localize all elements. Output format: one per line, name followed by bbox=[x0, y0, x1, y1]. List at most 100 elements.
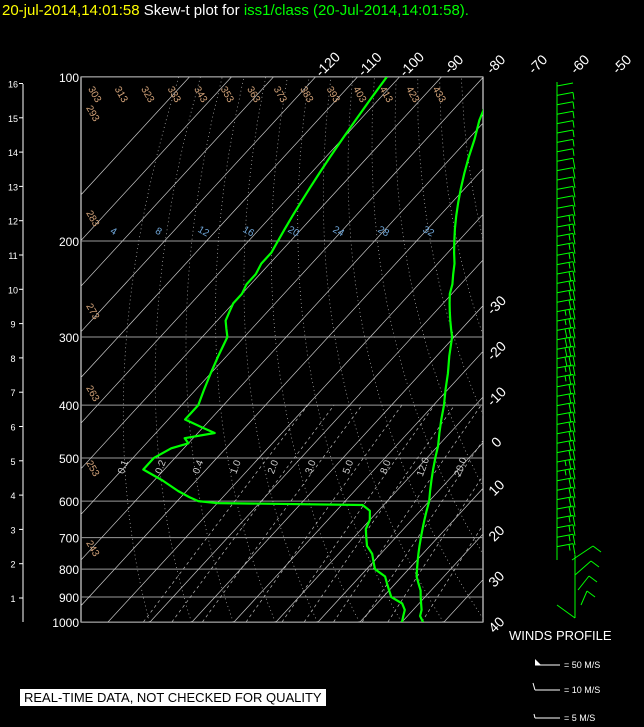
wind-barb-low-feather bbox=[586, 590, 596, 598]
mixing-ratio-top-label: 28 bbox=[376, 224, 392, 239]
wind-barb-full bbox=[572, 280, 576, 292]
wind-barb-full bbox=[568, 440, 572, 452]
wind-barb-full bbox=[568, 412, 572, 424]
wind-legend-half bbox=[533, 713, 536, 719]
dry-adiabat-label: 343 bbox=[191, 85, 209, 105]
isotherm-top-label: -100 bbox=[396, 48, 427, 79]
wind-barb-full bbox=[572, 158, 576, 170]
wind-barb-half bbox=[564, 310, 567, 316]
wind-barb-full bbox=[572, 308, 576, 320]
wind-barb-full bbox=[568, 422, 572, 433]
wind-barb bbox=[556, 420, 576, 433]
wind-barb-full bbox=[568, 271, 572, 283]
isotherm-right-label: 0 bbox=[488, 433, 505, 450]
wind-barb bbox=[556, 449, 576, 461]
isotherm-top-label: -120 bbox=[312, 48, 343, 79]
isotherm-top-label: -60 bbox=[567, 51, 593, 77]
wind-barb-staff bbox=[556, 430, 574, 435]
wind-barb-full bbox=[568, 290, 572, 301]
dry-adiabat-label: 263 bbox=[83, 384, 101, 404]
wind-barb-staff bbox=[556, 157, 574, 162]
wind-barb bbox=[556, 355, 576, 367]
dry-adiabat-label: 303 bbox=[85, 85, 103, 105]
axis-labels: 1002003004005006007008009001000123456789… bbox=[8, 48, 635, 635]
wind-barb-full bbox=[564, 338, 568, 348]
dry-adiabat-label: 373 bbox=[271, 85, 289, 105]
wind-barb bbox=[556, 533, 576, 546]
wind-barb-full bbox=[572, 468, 576, 480]
isotherm-right-label: -20 bbox=[483, 338, 509, 364]
wind-barb-full bbox=[568, 337, 572, 348]
pressure-tick-label: 400 bbox=[59, 399, 79, 413]
wind-barb-half bbox=[568, 534, 571, 542]
wind-barb-low-feather bbox=[592, 545, 602, 553]
wind-barb bbox=[556, 364, 576, 377]
isotherm-line bbox=[81, 122, 483, 561]
wind-barb-full bbox=[572, 458, 576, 471]
mixing-ratio-top-label: 4 bbox=[108, 226, 119, 239]
wind-barb-full bbox=[568, 365, 572, 377]
wind-barb-full bbox=[572, 205, 576, 217]
isotherm-right-label: 20 bbox=[485, 522, 507, 544]
winds-profile-title: WINDS PROFILE bbox=[509, 628, 612, 643]
wind-barb-half bbox=[564, 469, 567, 476]
wind-barb bbox=[556, 373, 576, 386]
wind-barb-staff bbox=[556, 298, 574, 303]
wind-barb bbox=[556, 326, 576, 339]
wind-barb-full bbox=[572, 355, 576, 367]
wind-barb-full bbox=[572, 270, 576, 283]
wind-barb bbox=[556, 514, 576, 527]
wind-barb-full bbox=[572, 336, 576, 348]
wind-barb-staff bbox=[556, 251, 574, 256]
wind-barb-full bbox=[564, 347, 568, 358]
isotherm-line bbox=[191, 305, 483, 622]
wind-barb bbox=[556, 496, 576, 508]
mixing-ratio-top-label: 20 bbox=[286, 224, 302, 239]
wind-barb-full bbox=[572, 299, 576, 311]
isotherm-line bbox=[275, 396, 483, 622]
wind-barb bbox=[556, 430, 576, 442]
wind-barb-half bbox=[572, 111, 575, 119]
wind-barb bbox=[556, 345, 576, 358]
isotherm-top-label: -50 bbox=[609, 51, 635, 77]
wind-barb bbox=[556, 402, 576, 414]
isotherm-line bbox=[81, 77, 274, 287]
wind-barb-half bbox=[572, 139, 575, 147]
wind-barb-low bbox=[574, 560, 592, 576]
mixing-ratio-line bbox=[143, 404, 309, 622]
wind-barb-staff bbox=[556, 496, 574, 501]
dry-adiabat-label: 293 bbox=[83, 104, 101, 124]
dry-adiabat bbox=[439, 77, 483, 337]
isotherm-top-label: -80 bbox=[483, 51, 509, 77]
pressure-tick-label: 100 bbox=[59, 71, 79, 85]
height-tick-label: 11 bbox=[8, 251, 17, 261]
isotherm-top-label: -90 bbox=[441, 51, 467, 77]
wind-barb bbox=[556, 543, 576, 555]
wind-barb-full bbox=[572, 252, 576, 264]
isotherm-line bbox=[233, 350, 483, 622]
pressure-tick-label: 300 bbox=[59, 331, 79, 345]
isotherm-line bbox=[81, 168, 483, 607]
wind-barb-staff bbox=[556, 148, 574, 153]
height-tick-label: 16 bbox=[8, 80, 18, 90]
wind-legend-label: = 5 M/S bbox=[564, 713, 595, 723]
wind-barb-full bbox=[568, 487, 572, 499]
pressure-tick-label: 900 bbox=[59, 591, 79, 605]
wind-barb-half bbox=[564, 319, 567, 326]
wind-barb-full bbox=[568, 328, 572, 339]
wind-barb-low bbox=[577, 575, 590, 591]
sounding-series bbox=[142, 77, 483, 622]
isotherm-line bbox=[443, 579, 483, 622]
wind-barb-staff bbox=[556, 449, 574, 454]
wind-barb-full bbox=[572, 242, 576, 254]
dry-adiabat-label: 413 bbox=[377, 85, 395, 105]
wind-barb-full bbox=[572, 317, 576, 330]
wind-barb bbox=[556, 524, 576, 536]
wind-barb bbox=[556, 336, 576, 348]
isotherm-line bbox=[81, 77, 232, 241]
isotherm-line bbox=[81, 77, 442, 470]
wind-barb-half bbox=[568, 262, 571, 269]
height-tick-label: 1 bbox=[10, 594, 15, 604]
wind-legend-label: = 10 M/S bbox=[564, 685, 600, 695]
wind-barb-full bbox=[568, 299, 572, 311]
